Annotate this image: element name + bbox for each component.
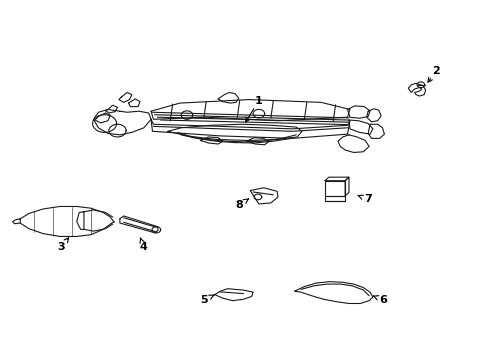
Text: 7: 7 — [364, 194, 371, 204]
Text: 4: 4 — [140, 242, 147, 252]
Text: 1: 1 — [254, 96, 262, 105]
Text: 5: 5 — [200, 295, 207, 305]
Text: 2: 2 — [431, 66, 439, 76]
Text: 3: 3 — [58, 242, 65, 252]
Text: 6: 6 — [379, 295, 386, 305]
Text: 8: 8 — [235, 200, 243, 210]
